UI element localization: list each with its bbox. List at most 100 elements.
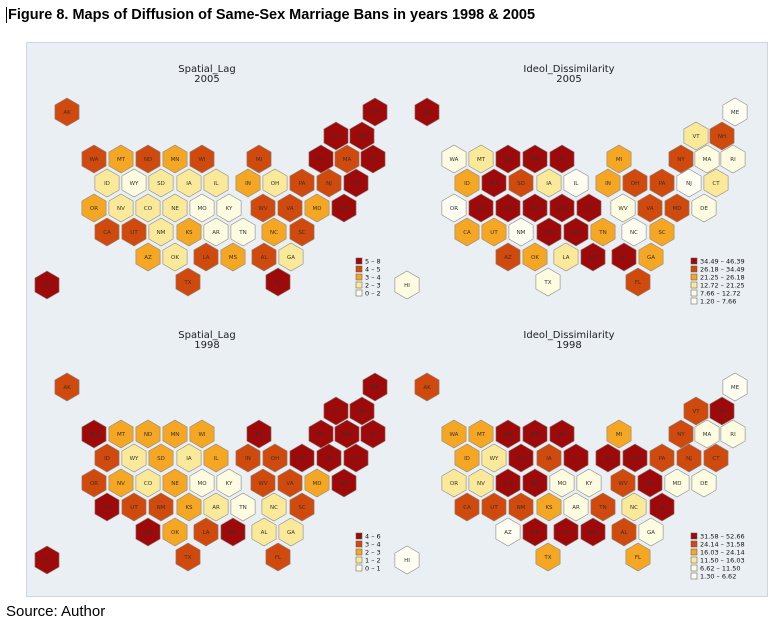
state-label: CA [463, 230, 471, 236]
state-label: PA [299, 456, 306, 462]
state-label: WV [258, 206, 267, 212]
state-label: HI [404, 558, 410, 564]
state-label: WV [258, 481, 267, 487]
legend-label: 2 – 3 [365, 282, 381, 290]
state-label: IN [245, 181, 251, 187]
state-hex-nc [621, 217, 647, 247]
state-hex-mo [549, 468, 575, 498]
state-label: OR [90, 206, 98, 212]
state-label: WY [130, 181, 139, 187]
legend-swatch [355, 265, 363, 273]
state-hex-ca [454, 217, 480, 247]
state-hex-fl [265, 542, 291, 572]
state-hex-nj [676, 168, 702, 198]
state-label: TN [238, 505, 246, 511]
state-hex-id [94, 443, 120, 473]
state-label: NY [317, 157, 325, 163]
state-label: SD [517, 456, 525, 462]
state-hex-or [441, 193, 467, 223]
state-hex-ia [536, 443, 562, 473]
state-label: WA [90, 432, 99, 438]
state-hex-md [664, 193, 690, 223]
state-hex-sd [148, 168, 174, 198]
state-label: ND [504, 432, 512, 438]
state-hex-ri [720, 144, 746, 174]
state-label: MT [117, 157, 126, 163]
state-hex-vt [683, 121, 709, 151]
state-label: GA [647, 530, 655, 536]
state-hex-az [135, 517, 161, 547]
state-hex-nj [316, 168, 342, 198]
state-hex-ms [580, 517, 606, 547]
legend-swatch [690, 556, 698, 564]
state-hex-co [135, 468, 161, 498]
state-hex-il [203, 443, 229, 473]
state-hex-ok [162, 517, 188, 547]
state-hex-wa [81, 144, 107, 174]
state-hex-ct [703, 168, 729, 198]
state-label: CT [352, 181, 360, 187]
state-label: NH [358, 134, 366, 140]
state-label: SD [157, 181, 165, 187]
state-hex-ms [220, 517, 246, 547]
state-hex-nm [148, 217, 174, 247]
state-label: NH [718, 409, 726, 415]
state-hex-fl [265, 267, 291, 297]
state-label: IA [546, 181, 552, 187]
state-label: MI [256, 432, 263, 438]
state-hex-nh [349, 121, 375, 151]
state-label: OH [631, 181, 639, 187]
state-label: NV [117, 206, 125, 212]
state-hex-ma [334, 419, 360, 449]
legend-label: 31.58 – 52.66 [700, 533, 745, 541]
state-label: NE [531, 481, 539, 487]
state-label: KY [226, 206, 233, 212]
state-label: MT [477, 157, 486, 163]
state-hex-de [691, 468, 717, 498]
state-hex-ks [176, 217, 202, 247]
state-hex-tx [175, 542, 201, 572]
panel-title: Spatial_Lag [178, 64, 235, 75]
legend-swatch [690, 572, 698, 580]
state-hex-ut [121, 217, 147, 247]
state-label: OH [271, 181, 279, 187]
legend-label: 3 – 4 [365, 541, 381, 549]
state-label: NJ [326, 456, 332, 462]
state-label: VA [286, 206, 293, 212]
state-hex-sc [289, 217, 315, 247]
state-label: AZ [504, 530, 512, 536]
legend-swatch [690, 257, 698, 265]
state-hex-nh [709, 396, 735, 426]
state-hex-ca [94, 492, 120, 522]
state-hex-hi [394, 270, 420, 300]
state-hex-md [304, 193, 330, 223]
state-label: TX [183, 555, 191, 561]
state-hex-in [595, 168, 621, 198]
state-label: NM [157, 230, 166, 236]
state-label: VT [692, 134, 700, 140]
legend-swatch [355, 257, 363, 265]
state-hex-me [722, 372, 748, 402]
state-hex-tx [535, 542, 561, 572]
state-label: SC [298, 505, 305, 511]
state-label: MT [477, 432, 486, 438]
panel-year: 1998 [556, 340, 581, 351]
state-label: TX [543, 555, 551, 561]
state-hex-nm [508, 217, 534, 247]
state-hex-va [277, 468, 303, 498]
state-hex-tn [230, 217, 256, 247]
state-hex-sc [289, 492, 315, 522]
state-label: TN [238, 230, 246, 236]
state-label: UT [130, 230, 138, 236]
state-label: VA [286, 481, 293, 487]
state-hex-va [637, 468, 663, 498]
state-hex-wv [250, 193, 276, 223]
state-label: KS [545, 230, 553, 236]
state-hex-nc [621, 492, 647, 522]
state-hex-ny [308, 419, 334, 449]
state-label: MI [616, 157, 623, 163]
state-label: NJ [686, 181, 692, 187]
legend-label: 26.18 – 34.49 [700, 266, 745, 274]
state-label: MD [313, 481, 322, 487]
state-label: MA [343, 432, 352, 438]
